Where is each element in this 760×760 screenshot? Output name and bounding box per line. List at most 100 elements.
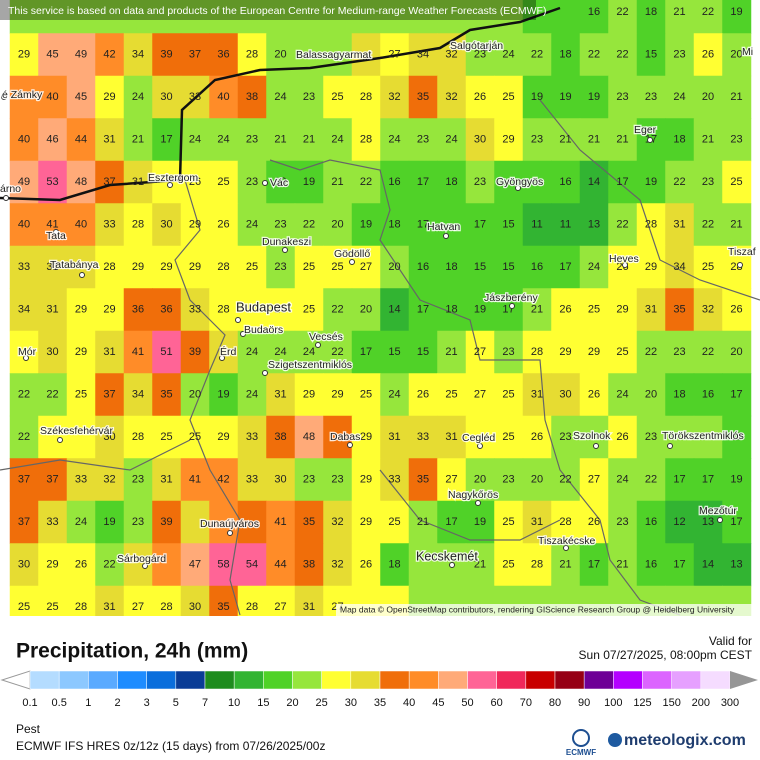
map: [9, 0, 752, 629]
cell: [9, 373, 39, 417]
cell: [9, 33, 39, 77]
cell-value: 23: [531, 133, 543, 145]
city: Tata: [46, 230, 66, 242]
cell-value: 19: [730, 473, 742, 485]
cell: [237, 0, 267, 34]
cell: [408, 118, 438, 162]
cell-value: 29: [160, 261, 172, 273]
cell-value: 39: [160, 48, 172, 60]
cell-value: 15: [474, 261, 486, 273]
cell: [551, 118, 581, 162]
cell: [380, 415, 410, 459]
cell: [665, 203, 695, 247]
cell: [579, 33, 609, 77]
cell: [522, 415, 552, 459]
cell: [636, 543, 666, 587]
cell: [437, 75, 467, 119]
cell-value: 15: [502, 261, 514, 273]
cell-value: 27: [388, 48, 400, 60]
cell: [123, 118, 153, 162]
cell: [152, 500, 182, 544]
cell: [266, 75, 296, 119]
cell: [66, 543, 96, 587]
cell-value: 18: [388, 558, 400, 570]
cell-value: 42: [217, 473, 229, 485]
city: Hatvan: [427, 221, 460, 233]
city: Nagykőrös: [448, 489, 498, 501]
cell: [180, 415, 210, 459]
cell-value: 29: [303, 388, 315, 400]
cell: [665, 373, 695, 417]
cell-value: 28: [75, 601, 87, 613]
cell: [693, 288, 723, 332]
cell: [465, 160, 495, 204]
cell: [66, 500, 96, 544]
cell-value: 23: [673, 48, 685, 60]
cell-value: 19: [559, 91, 571, 103]
cell-value: 18: [673, 133, 685, 145]
cell: [522, 160, 552, 204]
cell: [522, 75, 552, 119]
cell-value: 19: [103, 516, 115, 528]
cell-value: 29: [360, 473, 372, 485]
cell-value: 16: [559, 176, 571, 188]
cell: [722, 415, 752, 459]
cell: [123, 373, 153, 417]
cell: [380, 75, 410, 119]
cell: [95, 75, 125, 119]
cell-value: 37: [18, 516, 30, 528]
cell-value: 45: [46, 48, 58, 60]
cell-value: 22: [103, 558, 115, 570]
cell: [38, 458, 68, 502]
cell: [266, 118, 296, 162]
model: ECMWF IFS HRES 0z/12z (15 days) from 07/…: [16, 739, 325, 753]
legend-label: 70: [520, 697, 532, 709]
cell: [465, 543, 495, 587]
cell-value: 26: [616, 431, 628, 443]
region: Pest: [16, 722, 41, 736]
cell: [351, 203, 381, 247]
legend-swatch: [88, 670, 118, 690]
cell-value: 28: [645, 218, 657, 230]
cell-value: 25: [502, 388, 514, 400]
cell-value: 33: [18, 261, 30, 273]
cell-value: 21: [616, 558, 628, 570]
city: Mór: [18, 346, 37, 358]
cell: [209, 415, 239, 459]
cell: [551, 160, 581, 204]
cell: [437, 118, 467, 162]
cell: [579, 75, 609, 119]
city: Mi: [742, 46, 753, 58]
banner: This service is based on data and produc…: [8, 5, 546, 17]
cell-value: 46: [46, 133, 58, 145]
cell-value: 41: [46, 218, 58, 230]
cell: [123, 33, 153, 77]
legend-swatch: [58, 670, 89, 690]
cell-value: 15: [502, 218, 514, 230]
cell: [38, 500, 68, 544]
cell: [38, 33, 68, 77]
cell: [323, 160, 353, 204]
cell-value: 25: [160, 431, 172, 443]
cell: [351, 33, 381, 77]
cell: [608, 373, 638, 417]
cell: [494, 543, 524, 587]
cell-value: 19: [531, 91, 543, 103]
cell-value: 31: [673, 218, 685, 230]
cell: [636, 415, 666, 459]
cell-value: 21: [474, 558, 486, 570]
cell: [266, 458, 296, 502]
cell-value: 22: [46, 388, 58, 400]
cell: [494, 33, 524, 77]
legend-label: 45: [432, 697, 444, 709]
cell-value: 31: [388, 431, 400, 443]
cell-value: 28: [217, 303, 229, 315]
cell: [693, 373, 723, 417]
cell-value: 25: [75, 388, 87, 400]
cell: [9, 0, 39, 34]
cell: [522, 543, 552, 587]
cell-value: 23: [559, 431, 571, 443]
cell-value: 29: [360, 516, 372, 528]
cell: [323, 0, 353, 34]
cell: [465, 330, 495, 374]
